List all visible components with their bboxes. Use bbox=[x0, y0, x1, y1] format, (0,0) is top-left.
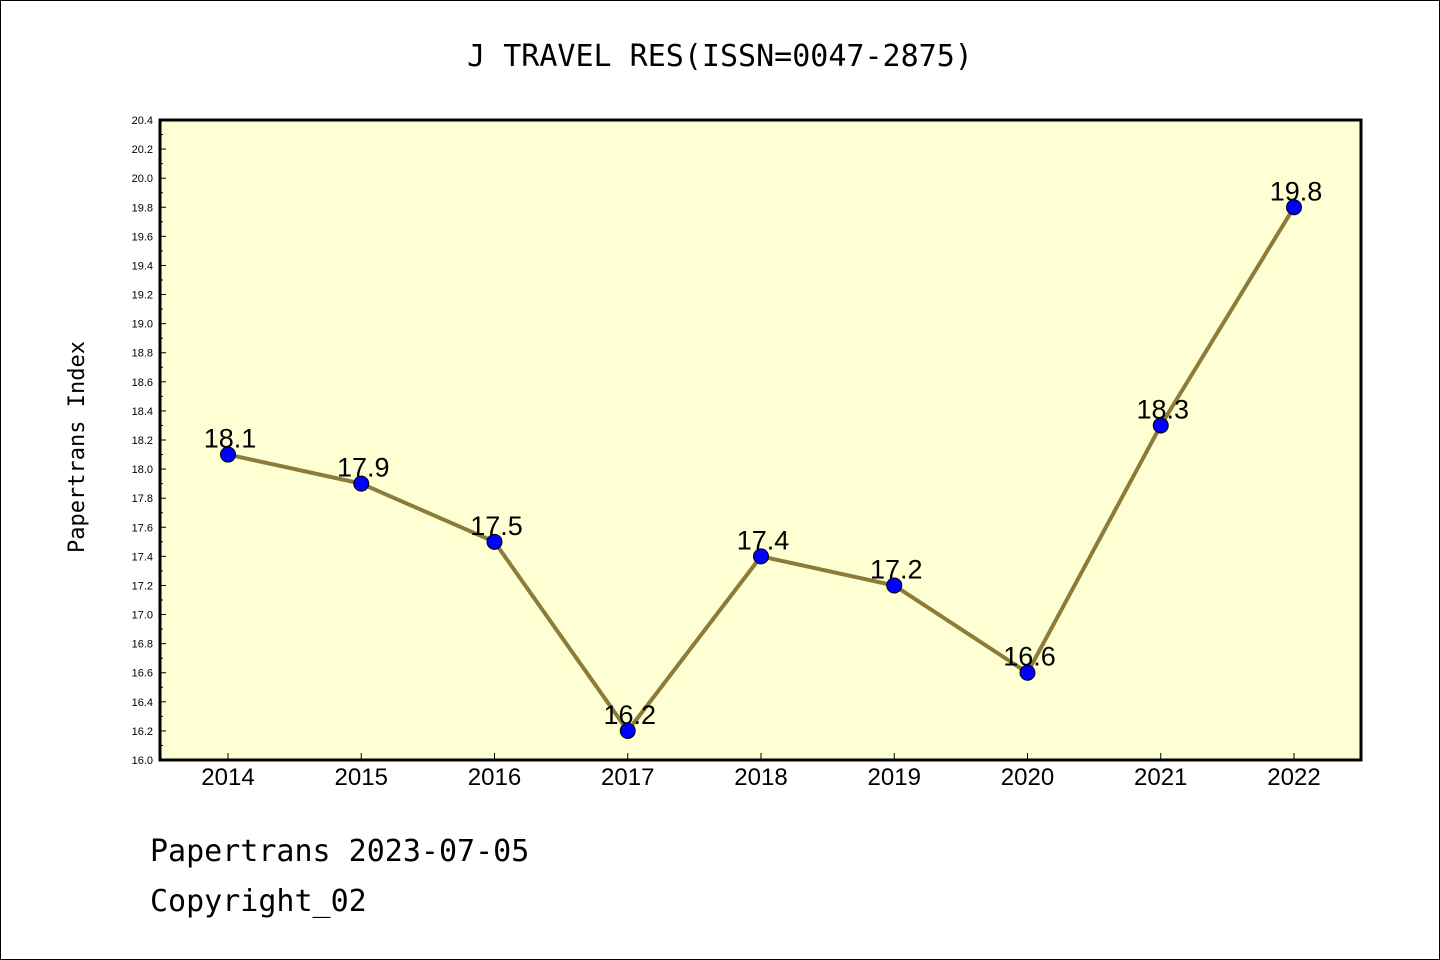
x-tick-label: 2018 bbox=[734, 764, 787, 791]
y-tick-label: 16.4 bbox=[132, 697, 153, 709]
chart-title: J TRAVEL RES(ISSN=0047-2875) bbox=[467, 39, 973, 74]
y-tick-label: 17.0 bbox=[132, 610, 153, 622]
y-tick-label: 18.4 bbox=[132, 406, 153, 418]
y-tick-label: 18.2 bbox=[132, 435, 153, 447]
y-tick-label: 17.8 bbox=[132, 493, 153, 505]
data-label: 16.6 bbox=[1003, 642, 1056, 672]
y-tick-label: 16.6 bbox=[132, 668, 153, 680]
y-axis-label: Papertrans Index bbox=[65, 341, 90, 553]
data-label: 17.2 bbox=[870, 554, 923, 584]
x-tick-label: 2016 bbox=[468, 764, 521, 791]
footer-copyright: Copyright_02 bbox=[150, 884, 367, 919]
data-label: 17.4 bbox=[737, 525, 790, 555]
data-point bbox=[619, 722, 636, 739]
x-tick-label: 2020 bbox=[1001, 764, 1054, 791]
y-tick-label: 20.2 bbox=[132, 144, 153, 156]
y-tick-label: 18.8 bbox=[132, 348, 153, 360]
data-point bbox=[886, 577, 903, 594]
x-tick-label: 2021 bbox=[1134, 764, 1187, 791]
y-axis: 16.0 16.2 16.4 16.6 16.8 17.0 17.2 17.4 17.6 17.8… bbox=[132, 115, 166, 767]
y-tick-label: 17.4 bbox=[132, 551, 153, 563]
y-tick-label: 19.8 bbox=[132, 202, 153, 214]
data-labels: 18.1 17.9 17.5 16.2 17.4 17.2 16.6 18.3 19.8 bbox=[204, 176, 1323, 730]
x-tick-label: 2017 bbox=[601, 764, 654, 791]
y-tick-label: 20.4 bbox=[132, 115, 153, 127]
data-points bbox=[220, 199, 1302, 739]
data-point bbox=[486, 533, 503, 550]
data-point bbox=[753, 548, 769, 565]
y-tick-label: 19.4 bbox=[132, 260, 153, 272]
data-point bbox=[1286, 199, 1302, 216]
y-tick-label: 19.6 bbox=[132, 231, 153, 243]
y-tick-label: 17.2 bbox=[132, 580, 153, 592]
data-label: 18.3 bbox=[1136, 394, 1189, 424]
data-label: 19.8 bbox=[1270, 176, 1323, 206]
footer-date: Papertrans 2023-07-05 bbox=[150, 834, 530, 869]
data-point bbox=[220, 446, 236, 463]
y-tick-label: 19.0 bbox=[132, 319, 153, 331]
x-tick-label: 2014 bbox=[201, 764, 254, 791]
y-tick-label: 18.6 bbox=[132, 377, 153, 389]
y-tick-label: 20.0 bbox=[132, 173, 153, 185]
plot-area bbox=[158, 118, 1363, 762]
data-label: 16.2 bbox=[603, 700, 656, 730]
x-axis: 2014 2015 2016 2017 2018 2019 2020 2021 2022 bbox=[201, 753, 1321, 791]
y-tick-label: 16.0 bbox=[132, 755, 153, 767]
y-tick-label: 17.6 bbox=[132, 522, 153, 534]
y-tick-label: 16.8 bbox=[132, 639, 153, 651]
x-tick-label: 2022 bbox=[1267, 764, 1320, 791]
x-tick-label: 2019 bbox=[868, 764, 921, 791]
x-tick-label: 2015 bbox=[335, 764, 388, 791]
data-point bbox=[353, 475, 370, 492]
data-label: 18.1 bbox=[204, 424, 257, 454]
data-label: 17.5 bbox=[470, 511, 523, 541]
data-label: 17.9 bbox=[337, 453, 390, 483]
y-tick-label: 16.2 bbox=[132, 726, 153, 738]
y-tick-label: 18.0 bbox=[132, 464, 153, 476]
data-point bbox=[1019, 664, 1036, 681]
data-point bbox=[1152, 417, 1169, 434]
y-tick-label: 19.2 bbox=[132, 290, 153, 302]
